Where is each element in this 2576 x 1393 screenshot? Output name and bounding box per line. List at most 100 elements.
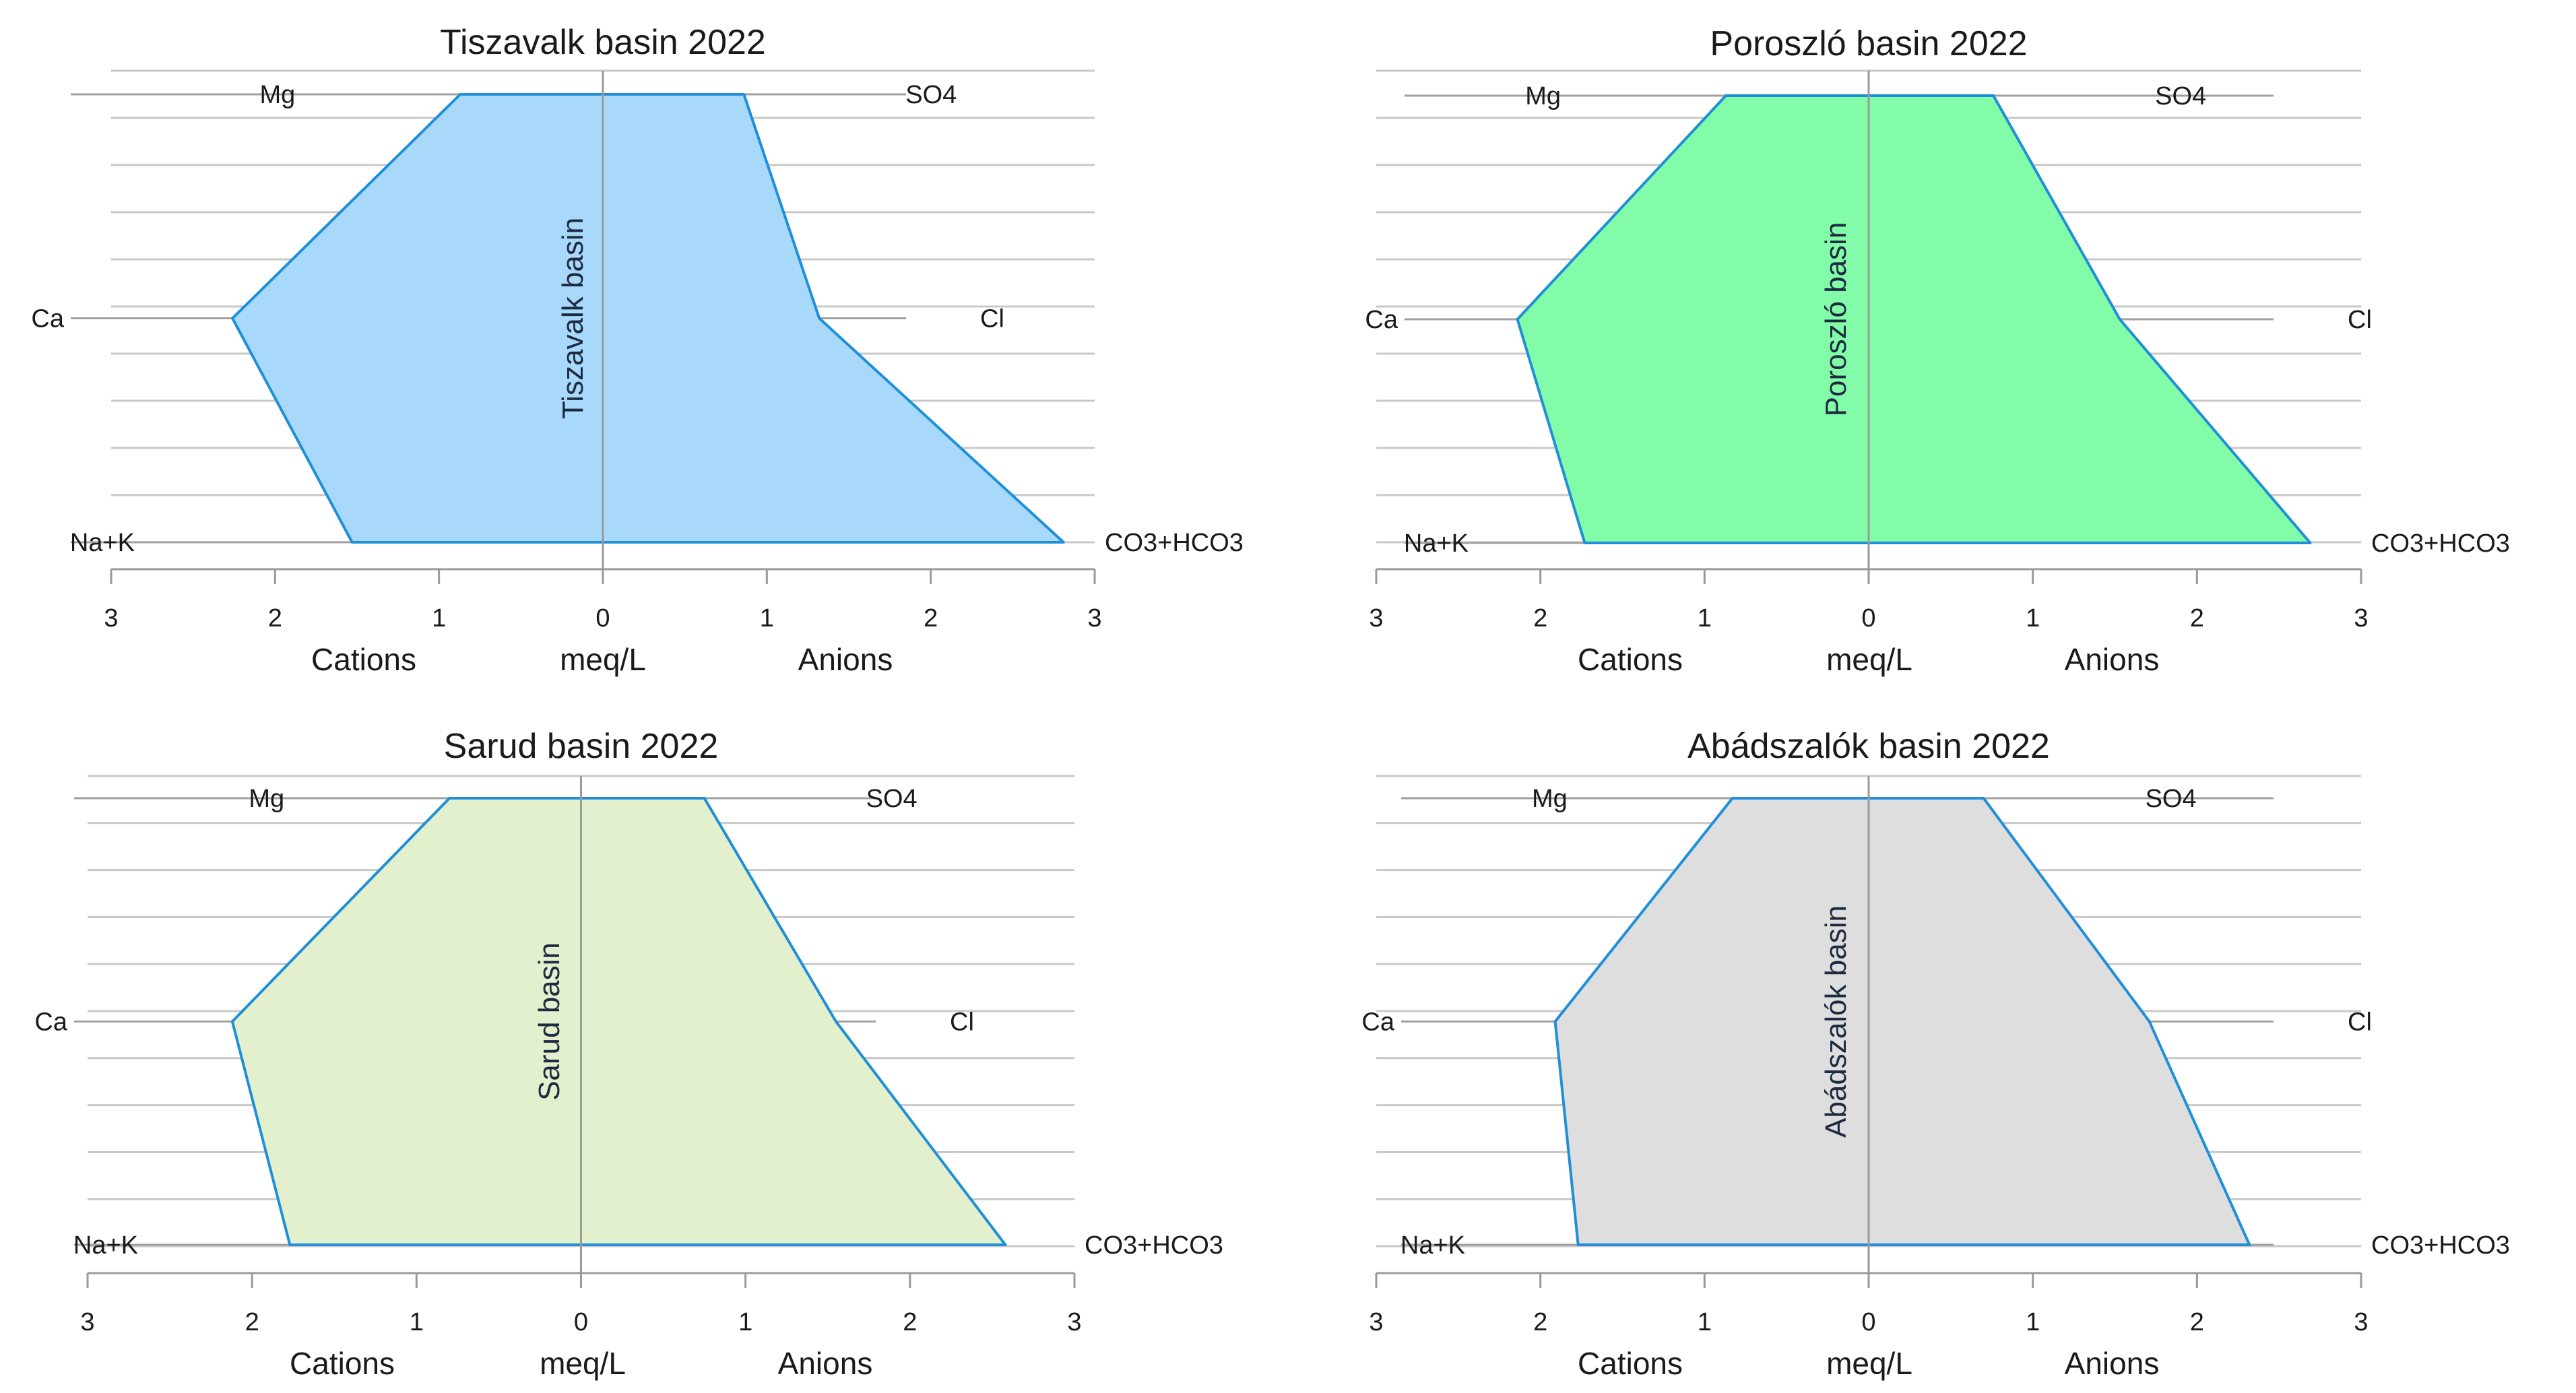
cation-label-mg: Mg — [249, 785, 284, 813]
x-label-anions: Anions — [2065, 642, 2160, 677]
x-tick-label: 3 — [1087, 604, 1101, 633]
chart-panel-poroszlo: Poroszló basin 2022 Poroszló basin Catio… — [1365, 24, 2509, 677]
anion-label-co3-hco3: CO3+HCO3 — [1105, 529, 1244, 557]
x-tick-label: 1 — [2026, 604, 2040, 633]
anion-point — [2148, 1021, 2150, 1023]
anion-point — [1004, 1244, 1006, 1245]
x-label-units: meq/L — [1826, 1346, 1912, 1381]
x-label-units: meq/L — [1826, 642, 1912, 677]
anion-point — [2119, 319, 2121, 320]
anion-label-cl: Cl — [980, 305, 1004, 333]
x-tick-label: 2 — [924, 604, 938, 633]
x-tick-label: 1 — [738, 1308, 752, 1336]
cation-label-mg: Mg — [260, 81, 296, 109]
anion-label-cl: Cl — [950, 1008, 974, 1037]
anion-point — [2249, 1244, 2251, 1245]
x-tick-label: 1 — [760, 604, 774, 633]
x-tick-label: 1 — [1698, 604, 1712, 633]
x-label-cations: Cations — [1578, 642, 1683, 677]
cation-label-mg: Mg — [1532, 785, 1568, 813]
x-tick-label: 1 — [432, 604, 446, 633]
cation-label-nak: Na+K — [73, 1231, 138, 1260]
x-tick-label: 0 — [595, 604, 610, 633]
center-vertical-label: Tiszavalk basin — [556, 218, 589, 419]
cation-point — [351, 542, 353, 543]
anion-point — [1993, 95, 1995, 96]
anion-label-co3-hco3: CO3+HCO3 — [1085, 1231, 1223, 1260]
stiff-polygon — [1553, 797, 2251, 1246]
x-label-cations: Cations — [1578, 1346, 1683, 1381]
anion-point — [818, 317, 820, 319]
anion-label-co3-hco3: CO3+HCO3 — [2371, 1231, 2510, 1260]
chart-title: Tiszavalk basin 2022 — [440, 23, 766, 62]
x-tick-label: 2 — [1533, 604, 1547, 633]
cation-point — [1584, 542, 1586, 544]
cation-point — [459, 94, 461, 95]
center-vertical-label: Sarud basin — [533, 942, 566, 1101]
anion-label-cl: Cl — [2348, 306, 2372, 334]
cation-point — [1725, 95, 1727, 96]
chart-panel-abadszalok: Abádszalók basin 2022 Abádszalók basin C… — [1361, 727, 2509, 1381]
x-tick-label: 0 — [574, 1308, 588, 1336]
cation-label-ca: Ca — [1361, 1008, 1394, 1037]
cation-point — [231, 1021, 233, 1023]
cation-point — [449, 798, 451, 799]
x-label-anions: Anions — [778, 1346, 873, 1381]
cation-label-nak: Na+K — [1404, 529, 1469, 558]
x-label-anions: Anions — [798, 642, 893, 677]
x-tick-label: 3 — [1067, 1308, 1081, 1336]
anion-label-so4: SO4 — [866, 785, 917, 813]
x-label-cations: Cations — [290, 1346, 395, 1381]
stiff-polygon — [230, 797, 1007, 1246]
x-tick-label: 3 — [2354, 604, 2368, 633]
x-tick-label: 2 — [903, 1308, 917, 1336]
x-tick-label: 0 — [1861, 604, 1875, 633]
x-tick-label: 3 — [1369, 1308, 1383, 1336]
x-label-units: meq/L — [540, 1346, 626, 1381]
cation-label-nak: Na+K — [70, 529, 135, 557]
x-tick-label: 2 — [268, 604, 282, 633]
cation-point — [232, 317, 234, 319]
cation-point — [1516, 319, 1518, 320]
x-label-units: meq/L — [560, 642, 646, 677]
cation-point — [1577, 1244, 1579, 1245]
chart-panel-tiszavalk: Tiszavalk basin 2022 Tiszavalk basin Cat… — [31, 23, 1243, 677]
x-tick-label: 2 — [1533, 1308, 1547, 1336]
anion-label-so4: SO4 — [905, 81, 957, 109]
cation-point — [1731, 798, 1733, 799]
x-tick-label: 0 — [1861, 1308, 1875, 1336]
anion-label-co3-hco3: CO3+HCO3 — [2371, 529, 2510, 558]
anion-label-so4: SO4 — [2155, 82, 2206, 110]
x-label-anions: Anions — [2065, 1346, 2160, 1381]
cation-point — [289, 1244, 291, 1245]
chart-title: Poroszló basin 2022 — [1710, 24, 2027, 63]
x-tick-label: 1 — [410, 1308, 424, 1336]
anion-point — [835, 1021, 837, 1023]
anion-point — [1983, 798, 1985, 799]
x-tick-label: 2 — [2190, 1308, 2204, 1336]
anion-label-so4: SO4 — [2146, 785, 2197, 813]
cation-label-mg: Mg — [1525, 82, 1561, 110]
x-tick-label: 2 — [2190, 604, 2204, 633]
center-vertical-label: Poroszló basin — [1820, 222, 1853, 417]
x-tick-label: 2 — [245, 1308, 259, 1336]
chart-title: Abádszalók basin 2022 — [1687, 727, 2050, 766]
cation-label-ca: Ca — [34, 1008, 67, 1037]
anion-label-cl: Cl — [2348, 1008, 2372, 1037]
x-tick-label: 3 — [1369, 604, 1383, 633]
anion-point — [2309, 542, 2311, 544]
x-tick-label: 3 — [80, 1308, 94, 1336]
x-label-cations: Cations — [311, 642, 416, 677]
center-vertical-label: Abádszalók basin — [1820, 905, 1853, 1138]
anion-point — [1062, 542, 1064, 543]
x-tick-label: 1 — [1698, 1308, 1712, 1336]
anion-point — [743, 94, 745, 95]
stiff-polygon — [231, 93, 1065, 544]
x-tick-label: 3 — [2354, 1308, 2368, 1336]
cation-label-ca: Ca — [31, 305, 64, 333]
anion-point — [703, 798, 705, 799]
cation-label-ca: Ca — [1365, 306, 1398, 334]
x-tick-label: 1 — [2026, 1308, 2040, 1336]
cation-label-nak: Na+K — [1400, 1231, 1465, 1260]
